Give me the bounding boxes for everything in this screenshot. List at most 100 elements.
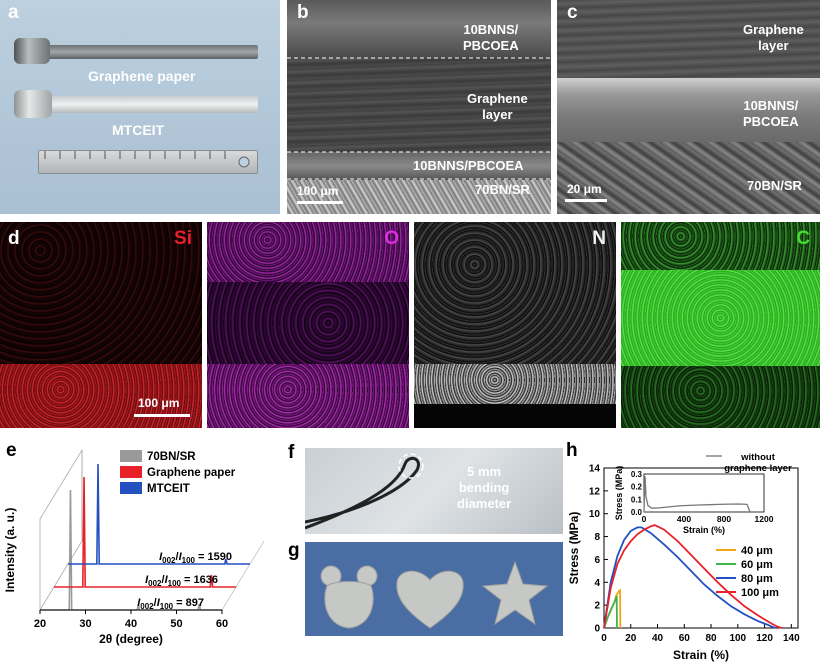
eds-c-label: C xyxy=(796,228,810,249)
eds-scale-text: 100 μm xyxy=(138,396,180,410)
sem-c-scale-bar xyxy=(565,199,607,202)
panel-g-photo xyxy=(305,542,563,636)
xrd-legend-swatch xyxy=(120,482,142,494)
panel-c-sem: c Graphene layer 10BNNS/ PBCOEA 70BN/SR … xyxy=(557,0,820,214)
stress-legend-label: 60 μm xyxy=(741,559,773,571)
mtceit-label: MTCEIT xyxy=(112,122,165,138)
inset-series-line xyxy=(643,476,751,513)
inset-y-tick-label: 0.0 xyxy=(631,508,643,517)
stress-x-tick-label: 0 xyxy=(601,633,607,644)
eds-scale-bar xyxy=(134,414,190,417)
ruler-ticks xyxy=(44,151,250,168)
stress-y-tick-label: 2 xyxy=(594,601,600,612)
inset-y-tick-label: 0.1 xyxy=(631,495,643,504)
panel-label-c: c xyxy=(567,2,578,23)
stress-y-tick-label: 14 xyxy=(589,464,601,475)
inset-y-tick-label: 0.2 xyxy=(631,483,643,492)
stress-legend-label: 40 μm xyxy=(741,545,773,557)
inset-x-tick-label: 0 xyxy=(642,514,647,524)
stress-series-line xyxy=(603,595,618,629)
panel-a-photo: a Graphene paper MTCEIT xyxy=(0,0,280,214)
xrd-legend-label: 70BN/SR xyxy=(147,451,196,463)
eds-si-label: Si xyxy=(174,228,192,249)
eds-si-dense-band xyxy=(0,364,202,428)
stress-x-axis-title: Strain (%) xyxy=(673,648,729,662)
sem-c-scale-text: 20 μm xyxy=(567,182,602,196)
bear-shape xyxy=(320,565,378,629)
eds-c-sparse-top xyxy=(621,222,820,270)
stress-legend-label: 80 μm xyxy=(741,573,773,585)
stress-x-tick-label: 20 xyxy=(625,633,637,644)
bending-diameter-label: 5 mm bending diameter xyxy=(457,464,512,511)
xrd-plane-edge xyxy=(249,540,265,565)
xrd-legend-label: MTCEIT xyxy=(147,483,190,495)
eds-o-top xyxy=(207,222,409,282)
panel-label-g: g xyxy=(288,540,300,561)
eds-o-bottom xyxy=(207,364,409,428)
xrd-series-trace xyxy=(68,463,250,565)
mtceit-roll xyxy=(14,90,52,118)
mtceit-strip xyxy=(42,96,258,113)
inset-x-axis-title: Strain (%) xyxy=(683,525,725,535)
inset-y-axis-title: Stress (MPa) xyxy=(614,466,624,521)
panel-label-h: h xyxy=(566,440,578,461)
xrd-plane-edge xyxy=(235,563,251,588)
shaped-films xyxy=(320,560,549,629)
xrd-x-axis-title: 2θ (degree) xyxy=(99,632,163,646)
xrd-left-wall xyxy=(39,448,83,612)
stress-plot-frame xyxy=(603,467,799,629)
sem-b-graphene-layer xyxy=(287,58,551,152)
eds-map-o: O xyxy=(207,222,409,428)
stress-series-line xyxy=(603,526,776,629)
eds-n-band xyxy=(414,364,616,404)
stress-x-tick-label: 80 xyxy=(705,633,717,644)
sem-b-dashed-boundaries xyxy=(287,57,551,180)
xrd-x-tick-label: 20 xyxy=(34,618,46,630)
xrd-x-tick-label: 50 xyxy=(170,618,182,630)
stress-y-tick-label: 12 xyxy=(589,486,601,497)
panel-f-photo: 5 mm bending diameter xyxy=(305,448,563,534)
heart-shape xyxy=(396,570,464,629)
eds-n-sparse xyxy=(414,222,616,364)
inset-x-tick-label: 400 xyxy=(677,514,691,524)
sem-b-scale-text: 100 μm xyxy=(297,184,339,198)
xrd-x-tick-label: 40 xyxy=(125,618,137,630)
xrd-ratio-label: I002/I100 = 1636 xyxy=(145,574,218,588)
eds-n-label: N xyxy=(592,228,606,249)
stress-y-tick-label: 8 xyxy=(594,532,600,543)
sem-b-label-middle: 10BNNS/PBCOEA xyxy=(413,158,524,173)
stress-strain-chart: 0 20 40 60 80 100 120 140 0 2 4 6 8 10 12 14 Strain (%) S… xyxy=(567,452,800,662)
eds-o-label: O xyxy=(384,228,399,249)
sem-c-label-middle: 10BNNS/ PBCOEA xyxy=(743,98,799,129)
panel-label-a: a xyxy=(8,2,19,23)
xrd-ratio-label: I002/I100 = 1590 xyxy=(159,551,232,565)
stress-legend-label: 100 μm xyxy=(741,587,779,599)
sem-b-scale-bar xyxy=(297,201,343,204)
eds-map-c: C xyxy=(621,222,820,428)
xrd-plane-edge xyxy=(221,586,237,611)
xrd-x-tick-label: 60 xyxy=(216,618,228,630)
xrd-ratio-label: I002/I100 = 897 xyxy=(137,597,204,611)
star-shape xyxy=(481,560,549,626)
inset-legend-label: without xyxy=(740,452,776,463)
eds-map-n: N xyxy=(414,222,616,428)
inset-x-tick-label: 800 xyxy=(717,514,731,524)
xrd-y-axis-title: Intensity (a. u.) xyxy=(3,508,17,593)
stress-y-tick-label: 4 xyxy=(594,578,600,589)
sem-b-bn-sr-layer xyxy=(287,180,551,214)
stress-y-tick-label: 6 xyxy=(594,555,600,566)
sem-c-bn-sr-layer xyxy=(557,142,820,214)
xrd-legend-swatch xyxy=(120,450,142,462)
xrd-x-tick-label: 30 xyxy=(79,618,91,630)
panel-b-sem: b 10BNNS/ PBCOEA Graphene layer 10BNNS/P… xyxy=(287,0,551,214)
stress-series-line xyxy=(603,524,783,629)
sem-c-graphene-layer xyxy=(557,0,820,78)
graphene-paper-label: Graphene paper xyxy=(88,68,196,84)
inset-y-tick-label: 0.3 xyxy=(631,470,643,479)
xrd-legend-label: Graphene paper xyxy=(147,467,236,479)
stress-x-tick-label: 60 xyxy=(679,633,691,644)
eds-o-middle xyxy=(207,282,409,364)
sem-c-middle-layer xyxy=(557,78,820,142)
bent-film-illustration xyxy=(305,453,424,530)
inset-legend-label: graphene layer xyxy=(724,463,792,474)
